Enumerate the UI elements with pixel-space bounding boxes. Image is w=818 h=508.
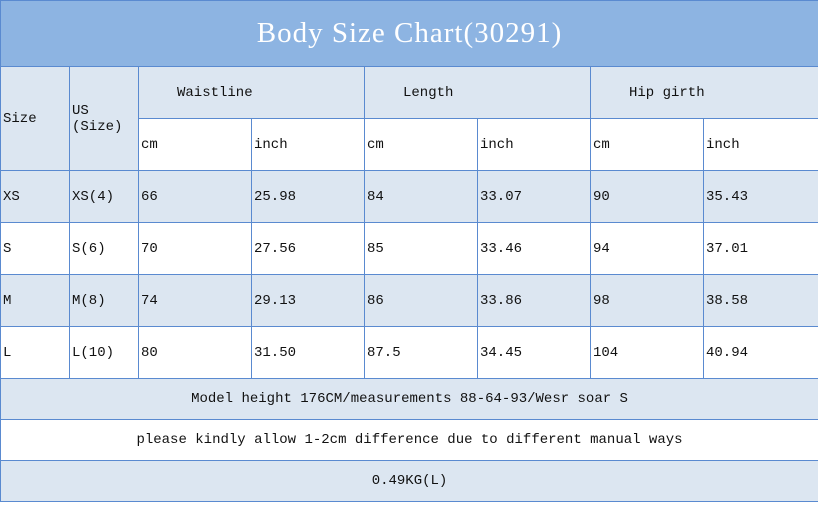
value-cell: 90 (590, 170, 704, 223)
value-cell: 87.5 (364, 326, 478, 379)
value-cell: 85 (364, 222, 478, 275)
us-size-cell: S(6) (69, 222, 139, 275)
size-header: Size (0, 66, 70, 171)
table-row: L L(10) 80 31.50 87.5 34.45 104 40.94 (0, 326, 818, 379)
value-cell: 29.13 (251, 274, 365, 327)
value-cell: 34.45 (477, 326, 591, 379)
value-cell: 31.50 (251, 326, 365, 379)
weight-note: 0.49KG(L) (0, 460, 818, 502)
value-cell: 38.58 (702, 274, 818, 327)
us-size-cell: M(8) (69, 274, 139, 327)
us-size-header: US (Size) (69, 66, 139, 171)
value-cell: 25.98 (251, 170, 365, 223)
chart-title: Body Size Chart(30291) (0, 0, 818, 67)
value-cell: 35.43 (702, 170, 818, 223)
unit-header: cm (364, 118, 478, 171)
value-cell: 33.46 (477, 222, 591, 275)
value-cell: 27.56 (251, 222, 365, 275)
hip-girth-header: Hip girth (589, 66, 818, 119)
model-info-note: Model height 176CM/measurements 88-64-93… (0, 378, 818, 420)
size-cell: M (0, 274, 70, 327)
value-cell: 84 (364, 170, 478, 223)
unit-header: cm (138, 118, 252, 171)
value-cell: 104 (590, 326, 704, 379)
us-header-line1: US (72, 102, 89, 119)
value-cell: 94 (590, 222, 704, 275)
value-cell: 86 (364, 274, 478, 327)
size-cell: XS (0, 170, 70, 223)
table-row: XS XS(4) 66 25.98 84 33.07 90 35.43 (0, 170, 818, 223)
value-cell: 33.07 (477, 170, 591, 223)
value-cell: 98 (590, 274, 704, 327)
us-size-cell: XS(4) (69, 170, 139, 223)
unit-header: inch (702, 118, 818, 171)
size-cell: S (0, 222, 70, 275)
waistline-header: Waistline (138, 66, 365, 119)
unit-header: inch (251, 118, 365, 171)
us-size-cell: L(10) (69, 326, 139, 379)
value-cell: 66 (138, 170, 252, 223)
value-cell: 70 (138, 222, 252, 275)
unit-header: inch (477, 118, 591, 171)
value-cell: 40.94 (702, 326, 818, 379)
us-header-line2: (Size) (72, 118, 123, 135)
value-cell: 37.01 (702, 222, 818, 275)
table-row: S S(6) 70 27.56 85 33.46 94 37.01 (0, 222, 818, 275)
value-cell: 33.86 (477, 274, 591, 327)
difference-note: please kindly allow 1-2cm difference due… (0, 419, 818, 461)
table-row: M M(8) 74 29.13 86 33.86 98 38.58 (0, 274, 818, 327)
value-cell: 80 (138, 326, 252, 379)
value-cell: 74 (138, 274, 252, 327)
unit-header: cm (590, 118, 704, 171)
size-cell: L (0, 326, 70, 379)
length-header: Length (364, 66, 591, 119)
